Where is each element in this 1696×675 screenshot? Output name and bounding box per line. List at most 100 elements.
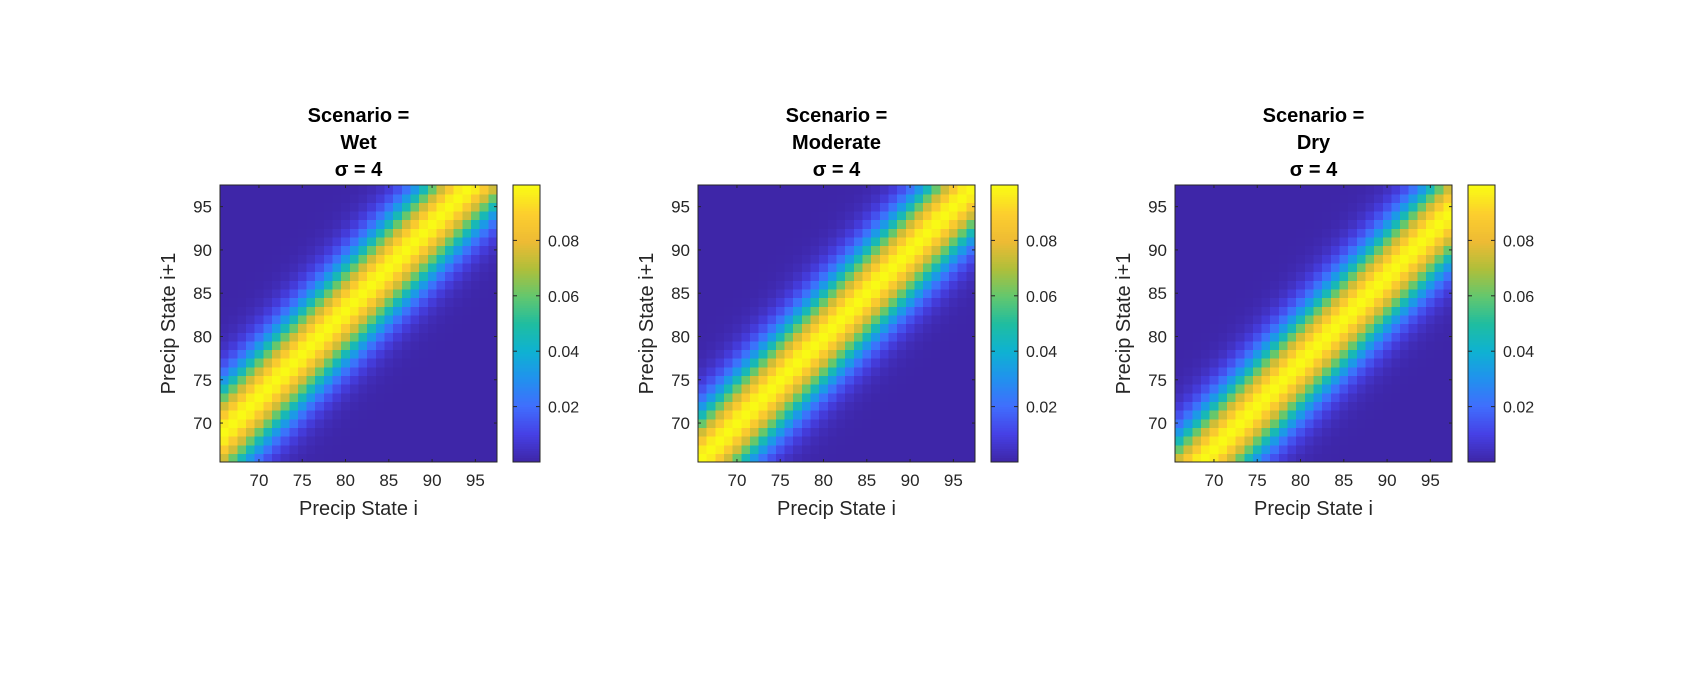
colorbar-band: [991, 295, 1018, 299]
heatmap-cell: [949, 384, 959, 394]
colorbar-band: [991, 191, 1018, 195]
heatmap-cell: [905, 288, 916, 299]
heatmap-cell: [1356, 332, 1367, 342]
heatmap-cell: [1322, 349, 1332, 359]
colorbar-band: [991, 371, 1018, 375]
heatmap-cell: [306, 306, 316, 316]
heatmap-cell: [479, 219, 489, 229]
heatmap-cell: [1313, 427, 1323, 437]
heatmap-cell: [1365, 410, 1375, 420]
heatmap-cell: [784, 288, 794, 299]
heatmap-cell: [1244, 185, 1254, 195]
heatmap-cell: [1183, 297, 1193, 307]
heatmap-cell: [289, 349, 299, 359]
heatmap-cell: [419, 384, 429, 394]
heatmap-cell: [471, 228, 481, 238]
heatmap-cell: [1322, 262, 1332, 273]
heatmap-cell: [723, 262, 734, 273]
heatmap-cell: [384, 323, 394, 333]
heatmap-cell: [1391, 358, 1401, 368]
heatmap-cell: [289, 262, 299, 273]
heatmap-cell: [1287, 349, 1297, 359]
heatmap-cell: [462, 427, 472, 437]
heatmap-cell: [1330, 444, 1341, 454]
heatmap-cell: [966, 410, 976, 420]
colorbar-band: [991, 450, 1018, 454]
heatmap-cell: [1200, 254, 1211, 264]
heatmap-cell: [436, 306, 446, 316]
heatmap-cell: [245, 323, 256, 333]
heatmap-cell: [741, 271, 751, 281]
heatmap-cell: [775, 444, 786, 454]
heatmap-cell: [758, 210, 768, 221]
heatmap-cell: [280, 228, 290, 238]
heatmap-cell: [741, 236, 751, 247]
heatmap-cell: [1443, 297, 1453, 307]
heatmap-cell: [245, 280, 256, 290]
heatmap-cell: [1374, 436, 1384, 446]
heatmap-cell: [1200, 228, 1211, 238]
heatmap-cell: [871, 314, 881, 325]
heatmap-cell: [1322, 401, 1332, 411]
heatmap-cell: [1270, 349, 1280, 359]
heatmap-cell: [341, 444, 351, 454]
heatmap-cell: [879, 262, 890, 273]
heatmap-cell: [445, 418, 455, 428]
heatmap-cell: [749, 401, 760, 411]
heatmap-cell: [853, 210, 864, 221]
colorbar-band: [1468, 226, 1495, 230]
heatmap-cell: [393, 375, 403, 385]
heatmap-cell: [1426, 384, 1436, 394]
heatmap-cell: [1192, 323, 1202, 333]
heatmap-cell: [957, 202, 967, 212]
heatmap-cell: [1244, 401, 1254, 411]
heatmap-cell: [949, 210, 959, 221]
heatmap-cell: [1400, 210, 1410, 221]
heatmap-cell: [767, 366, 777, 377]
heatmap-cell: [784, 401, 794, 411]
heatmap-cell: [923, 392, 933, 403]
heatmap-cell: [1200, 236, 1211, 247]
heatmap-cell: [879, 427, 890, 437]
heatmap-cell: [419, 271, 429, 281]
colorbar-band: [1468, 376, 1495, 380]
heatmap-cell: [1200, 297, 1211, 307]
heatmap-cell: [315, 418, 325, 428]
heatmap-cell: [1434, 332, 1444, 342]
heatmap-cell: [914, 366, 924, 377]
heatmap-cell: [897, 185, 907, 195]
colorbar-band: [1468, 381, 1495, 385]
colorbar-band: [1468, 291, 1495, 295]
heatmap-cell: [436, 185, 446, 195]
heatmap-cell: [1218, 375, 1228, 385]
heatmap-cell: [931, 280, 941, 290]
heatmap-cell: [297, 219, 308, 229]
heatmap-cell: [1183, 202, 1193, 212]
heatmap-cell: [237, 384, 247, 394]
heatmap-cell: [836, 358, 846, 368]
heatmap-cell: [940, 366, 950, 377]
heatmap-cell: [845, 280, 855, 290]
colorbar-band: [1468, 339, 1495, 343]
colorbar-band: [991, 459, 1018, 463]
heatmap-cell: [853, 410, 864, 420]
heatmap-cell: [315, 323, 325, 333]
heatmap-cell: [1183, 314, 1193, 325]
heatmap-cell: [1382, 401, 1393, 411]
heatmap-cell: [419, 297, 429, 307]
heatmap-cell: [966, 228, 976, 238]
heatmap-cell: [819, 384, 829, 394]
colorbar-band: [513, 339, 540, 343]
colorbar-band: [1468, 240, 1495, 244]
heatmap-cell: [715, 245, 725, 255]
heatmap-cell: [315, 444, 325, 454]
colorbar-band: [991, 383, 1018, 387]
heatmap-cell: [931, 219, 941, 229]
heatmap-cell: [1192, 271, 1202, 281]
heatmap-cell: [332, 427, 342, 437]
heatmap-cell: [1304, 314, 1315, 325]
heatmap-cell: [888, 314, 898, 325]
heatmap-cell: [1218, 418, 1228, 428]
colorbar-band: [1468, 436, 1495, 440]
heatmap-cell: [341, 254, 351, 264]
